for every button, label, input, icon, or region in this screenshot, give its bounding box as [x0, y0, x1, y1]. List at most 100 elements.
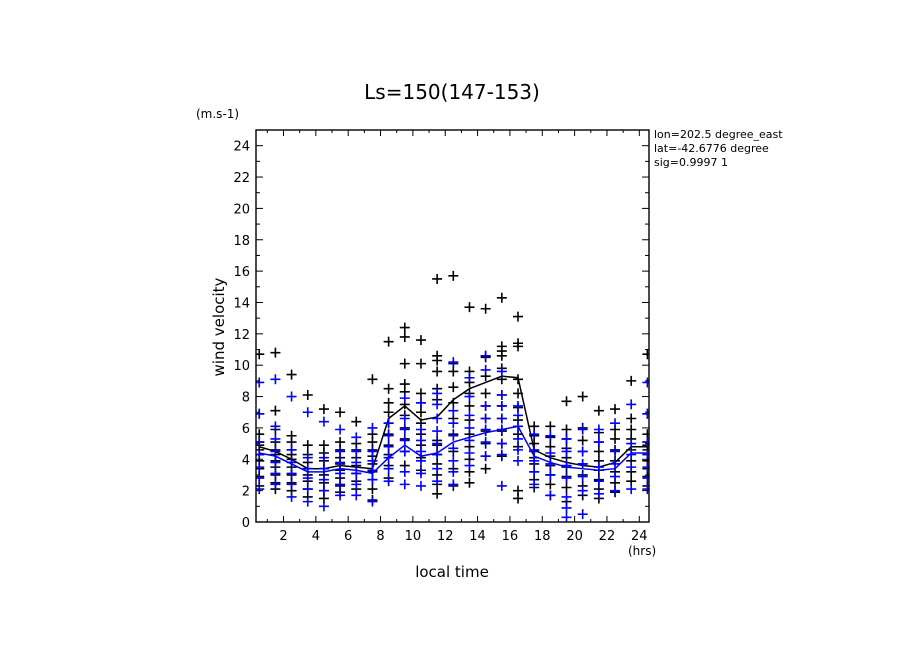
- data-point: [351, 446, 362, 457]
- data-point: [642, 437, 649, 448]
- data-point: [464, 410, 475, 421]
- axis-ticks: 2 4 6 8 10 12 14 16 18 20 22 2402468101214161820222…: [233, 129, 649, 544]
- data-point: [367, 496, 378, 507]
- y-tick-label: 20: [233, 202, 250, 217]
- data-point: [383, 418, 394, 429]
- plot-frame: [255, 129, 650, 523]
- data-point: [577, 435, 588, 446]
- data-point: [464, 448, 475, 459]
- data-point: [351, 479, 362, 490]
- data-point: [610, 458, 621, 469]
- data-point: [513, 433, 523, 444]
- data-point: [399, 424, 410, 435]
- data-point: [432, 399, 443, 410]
- y-tick-label: 0: [242, 516, 250, 531]
- data-point: [335, 490, 346, 501]
- data-point: [642, 484, 649, 495]
- data-point: [561, 396, 572, 407]
- data-point: [513, 311, 523, 322]
- data-point: [610, 471, 621, 482]
- data-point: [383, 397, 394, 408]
- data-point: [286, 468, 297, 479]
- y-tick-label: 18: [233, 234, 250, 249]
- data-point: [318, 452, 329, 463]
- data-point: [480, 388, 491, 399]
- data-point: [432, 413, 443, 424]
- data-point: [480, 350, 491, 361]
- data-point: [480, 364, 491, 375]
- data-point: [383, 336, 394, 347]
- mean-line-1: [259, 425, 648, 475]
- data-point: [464, 391, 475, 402]
- data-point: [302, 484, 313, 495]
- data-point: [496, 449, 507, 460]
- y-tick-label: 2: [242, 485, 250, 500]
- data-point: [496, 413, 507, 424]
- data-point: [545, 490, 556, 501]
- x-tick-label: 16: [502, 529, 519, 544]
- y-axis-title: wind velocity: [210, 277, 228, 376]
- data-point: [642, 449, 649, 460]
- data-point: [529, 466, 540, 477]
- data-point: [383, 476, 394, 487]
- data-point: [610, 433, 621, 444]
- data-point: [496, 480, 507, 491]
- data-point: [351, 432, 362, 443]
- data-point: [577, 391, 588, 402]
- data-point: [464, 460, 475, 471]
- data-point: [642, 349, 649, 360]
- data-point: [545, 430, 556, 441]
- x-tick-label: 18: [534, 529, 551, 544]
- data-point: [593, 437, 604, 448]
- data-point: [415, 455, 426, 466]
- annotation-sig: sig=0.9997 1: [654, 156, 728, 169]
- data-point: [513, 410, 523, 421]
- data-point: [561, 446, 572, 457]
- data-point: [432, 388, 443, 399]
- data-point: [256, 449, 265, 460]
- data-point: [270, 405, 281, 416]
- data-point: [302, 389, 313, 400]
- data-point: [496, 389, 507, 400]
- data-point: [593, 446, 604, 457]
- data-point: [335, 424, 346, 435]
- data-point: [626, 449, 637, 460]
- data-point: [415, 407, 426, 418]
- data-point: [610, 485, 621, 496]
- data-point: [626, 462, 637, 473]
- data-point: [529, 455, 540, 466]
- data-point: [270, 433, 281, 444]
- data-point: [610, 404, 621, 415]
- data-point: [302, 407, 313, 418]
- data-point: [448, 443, 459, 454]
- data-point: [561, 502, 572, 513]
- data-point: [464, 372, 475, 383]
- x-tick-label: 4: [312, 529, 320, 544]
- data-point: [318, 501, 329, 512]
- data-point: [610, 418, 621, 429]
- annotation-lon: lon=202.5 degree_east: [654, 128, 783, 141]
- data-point: [496, 292, 507, 303]
- data-point: [415, 358, 426, 369]
- y-tick-label: 8: [242, 391, 250, 406]
- data-point: [415, 446, 426, 457]
- data-point: [286, 491, 297, 502]
- data-point: [399, 413, 410, 424]
- data-point: [399, 479, 410, 490]
- data-point: [399, 446, 410, 457]
- data-point: [415, 435, 426, 446]
- data-point: [399, 393, 410, 404]
- data-point: [318, 485, 329, 496]
- data-point: [496, 350, 507, 361]
- data-point: [302, 496, 313, 507]
- x-axis-title: local time: [415, 563, 489, 581]
- data-point: [610, 446, 621, 457]
- data-point: [577, 446, 588, 457]
- y-tick-label: 14: [233, 296, 250, 311]
- y-tick-label: 24: [233, 140, 250, 155]
- data-point: [256, 377, 265, 388]
- data-point: [399, 358, 410, 369]
- data-point: [496, 400, 507, 411]
- data-point: [448, 455, 459, 466]
- data-point: [577, 509, 588, 520]
